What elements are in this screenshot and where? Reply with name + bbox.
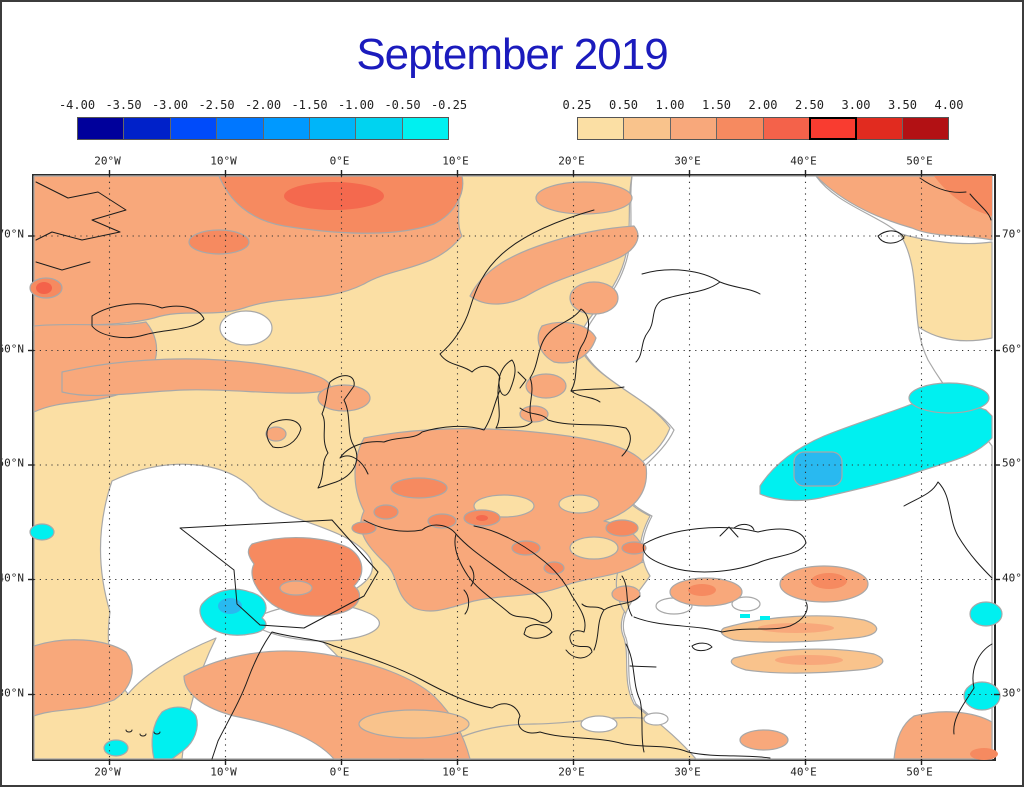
- positive-colorbar-tick: 0.50: [609, 98, 638, 112]
- negative-colorbar-cell: [78, 118, 125, 139]
- longitude-label-bottom: 10°E: [442, 765, 469, 779]
- longitude-label-bottom: 50°E: [906, 765, 933, 779]
- positive-colorbar-cell: [808, 117, 858, 140]
- positive-colorbar-tick: 1.50: [702, 98, 731, 112]
- latitude-label-left: 50°N: [0, 456, 24, 470]
- latitude-label-right: 70°N: [1002, 227, 1022, 241]
- positive-colorbar-cell: [578, 118, 625, 139]
- positive-colorbar-cell: [717, 118, 764, 139]
- positive-colorbar-tick: 3.00: [841, 98, 871, 112]
- longitude-label-top: 10°W: [210, 154, 237, 168]
- coastlines: [35, 177, 993, 760]
- positive-colorbar-tick: 3.50: [888, 98, 917, 112]
- longitude-label-top: 10°E: [442, 154, 469, 168]
- positive-colorbar-tick: 4.00: [934, 98, 964, 112]
- positive-colorbar-tick: 1.00: [655, 98, 685, 112]
- longitude-label-bottom: 10°W: [210, 765, 237, 779]
- latitude-label-left: 70°N: [0, 227, 24, 241]
- longitude-label-bottom: 30°E: [674, 765, 701, 779]
- longitude-label-bottom: 20°E: [558, 765, 585, 779]
- longitude-label-top: 0°E: [329, 154, 350, 168]
- longitude-label-top: 20°W: [94, 154, 121, 168]
- longitude-label-top: 40°E: [790, 154, 817, 168]
- latitude-label-right: 30°N: [1002, 686, 1022, 699]
- negative-colorbar-tick: -2.50: [198, 98, 235, 112]
- cool-anomaly-regions: [29, 382, 1003, 760]
- negative-colorbar-tick: -2.00: [244, 98, 282, 112]
- negative-colorbar-cell: [170, 118, 218, 139]
- latitude-label-right: 50°N: [1002, 456, 1022, 470]
- negative-colorbar-tick: -1.00: [337, 98, 375, 112]
- negative-colorbar-cell: [402, 118, 448, 139]
- positive-colorbar-cell: [856, 118, 903, 139]
- negative-colorbar-tick: -0.50: [384, 98, 421, 112]
- positive-colorbar-tick: 2.00: [748, 98, 778, 112]
- longitude-label-bottom: 20°W: [94, 765, 121, 779]
- negative-colorbar-cell: [356, 118, 403, 139]
- negative-colorbar-tick: -3.00: [151, 98, 189, 112]
- negative-colorbar-tick: -0.25: [430, 98, 468, 112]
- positive-colorbar-tick: 0.25: [562, 98, 592, 112]
- negative-colorbar-cell: [217, 118, 264, 139]
- positive-colorbar-cell: [763, 118, 810, 139]
- positive-anomaly-colorbar: [577, 117, 949, 140]
- longitude-label-bottom: 0°E: [329, 765, 350, 779]
- negative-colorbar-cell: [124, 118, 171, 139]
- latitude-label-left: 60°N: [0, 342, 24, 355]
- negative-colorbar-cell: [263, 118, 310, 139]
- axis-ticks: [28, 170, 1000, 765]
- longitude-label-top: 50°E: [906, 154, 933, 168]
- negative-anomaly-colorbar: [77, 117, 449, 140]
- latitude-label-left: 40°N: [0, 571, 24, 584]
- warm-anomaly-regions: [29, 175, 998, 760]
- negative-colorbar-tick: -1.50: [291, 98, 328, 112]
- negative-colorbar-tick: -4.00: [58, 98, 96, 112]
- map-frame: [28, 170, 1003, 765]
- negative-colorbar-tick: -3.50: [105, 98, 142, 112]
- page-title: September 2019: [356, 30, 668, 79]
- latitude-label-left: 30°N: [0, 686, 24, 699]
- longitude-label-top: 30°E: [674, 154, 701, 168]
- longitude-label-top: 20°E: [558, 154, 585, 168]
- latitude-label-right: 40°N: [1002, 571, 1022, 584]
- negative-colorbar-cell: [309, 118, 357, 139]
- longitude-label-bottom: 40°E: [790, 765, 817, 779]
- europe-anomaly-map: [28, 170, 1003, 765]
- positive-colorbar-cell: [624, 118, 671, 139]
- positive-colorbar-tick: 2.50: [795, 98, 824, 112]
- latitude-label-right: 60°N: [1002, 342, 1022, 355]
- positive-colorbar-cell: [902, 118, 948, 139]
- positive-colorbar-cell: [670, 118, 718, 139]
